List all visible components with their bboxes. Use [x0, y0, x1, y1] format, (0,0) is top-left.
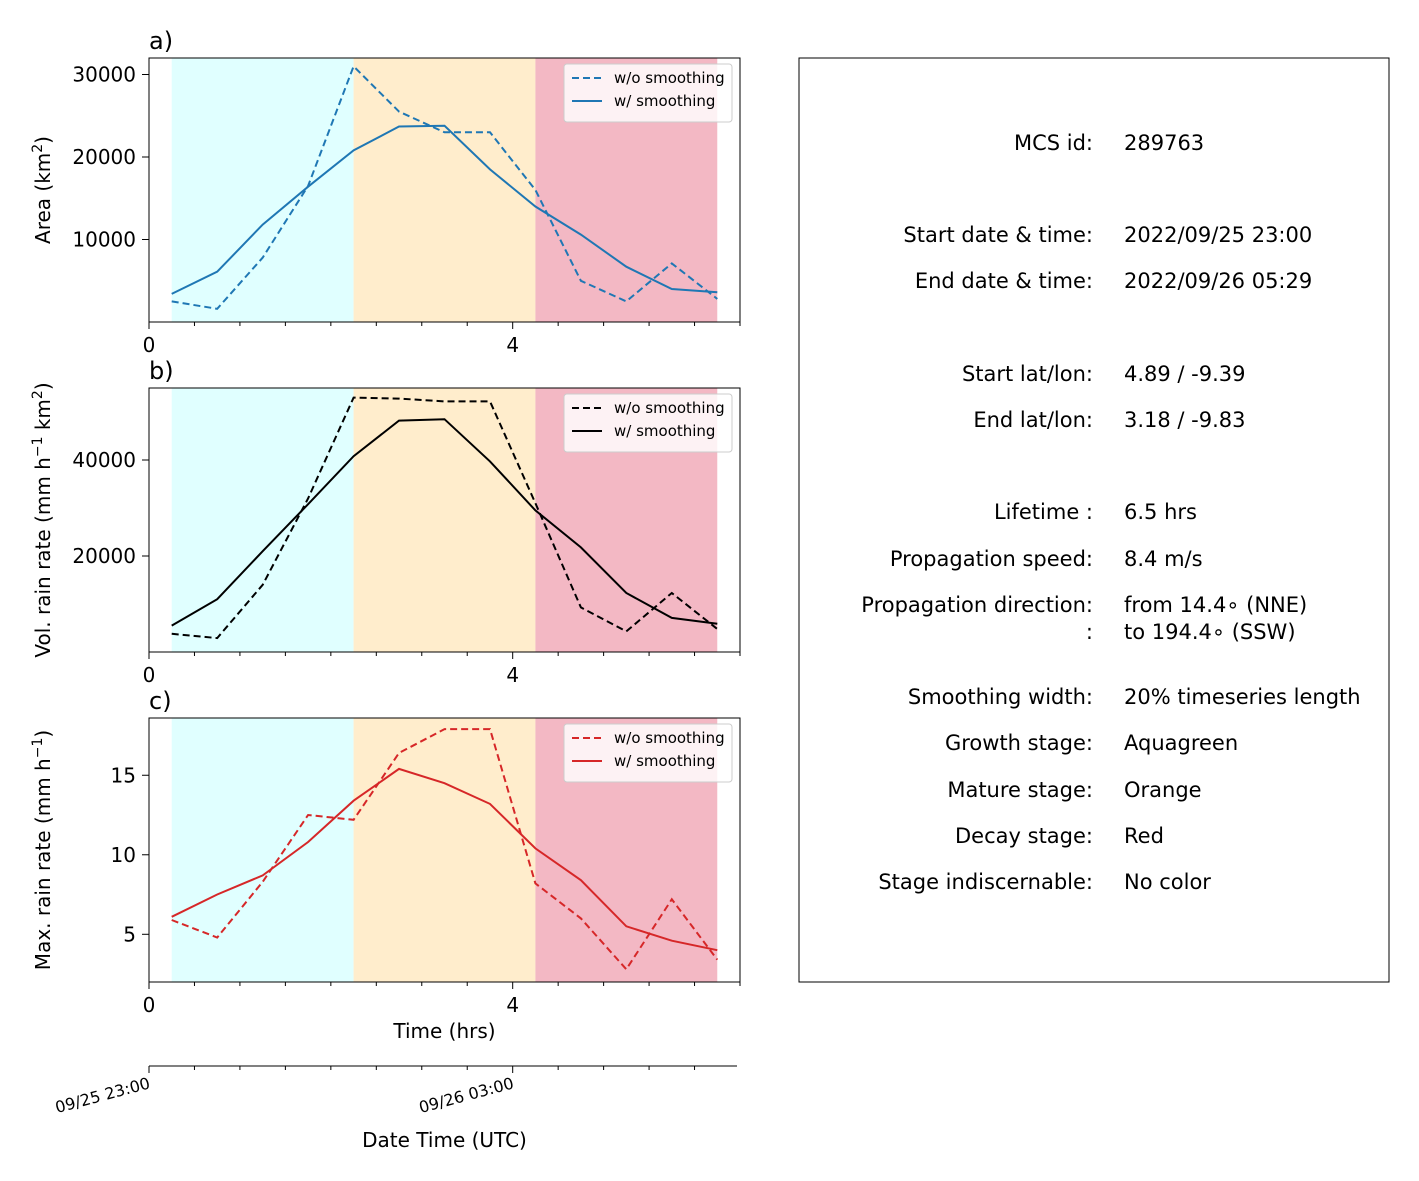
panel-b: 0 4 20000 40000 b) Vol. rain rate (mm h−1 km2…	[30, 357, 741, 687]
unsmoothed-series-line	[171, 64, 718, 310]
y-axis-label-part: )	[31, 382, 55, 390]
axes-frame	[148, 717, 741, 983]
smoothed-series-line	[171, 767, 718, 952]
legend-entry: w/o smoothing	[614, 399, 725, 417]
x-tick-label: 4	[506, 663, 519, 687]
panel-label: a)	[149, 27, 173, 55]
x-tick-label: 4	[506, 993, 519, 1017]
info-label: Smoothing width:	[908, 685, 1093, 709]
info-label: Mature stage:	[947, 778, 1093, 802]
unsmoothed-series-line	[171, 728, 719, 971]
info-value: 289763	[1124, 131, 1204, 155]
y-axis-label-superscript: −1	[30, 738, 46, 759]
info-label: End date & time:	[915, 269, 1093, 293]
info-label: Start lat/lon:	[962, 362, 1093, 386]
y-axis-label-part: )	[31, 730, 55, 738]
legend: w/o smoothing w/ smoothing	[563, 393, 733, 453]
y-tick-label: 30000	[72, 63, 136, 87]
y-tick-label: 10	[111, 843, 136, 867]
legend-entry: w/o smoothing	[614, 729, 725, 747]
growth-stage-band	[171, 58, 354, 322]
panel-label: b)	[149, 357, 174, 385]
info-value: 4.89 / -9.39	[1124, 362, 1246, 386]
y-axis-label-part: km	[31, 399, 55, 436]
y-axis-label-superscript: 2	[30, 144, 46, 153]
unsmoothed-series-line	[171, 396, 718, 640]
info-label: Growth stage:	[945, 731, 1093, 755]
y-axis-label-superscript: −1	[30, 437, 46, 458]
info-value: No color	[1124, 870, 1211, 894]
panel-label: c)	[149, 687, 172, 715]
info-label: Start date & time:	[903, 223, 1093, 247]
growth-stage-band	[171, 718, 354, 982]
info-value: 8.4 m/s	[1124, 547, 1203, 571]
legend-entry: w/ smoothing	[614, 752, 715, 770]
x-axis-label: Time (hrs)	[392, 1019, 495, 1043]
info-label: MCS id:	[1014, 131, 1093, 155]
info-label: Lifetime :	[994, 500, 1093, 524]
y-axis-label: Vol. rain rate (mm h−1 km2)	[30, 382, 55, 657]
growth-stage-band	[171, 388, 354, 652]
legend-box	[563, 393, 733, 453]
date-tick-label: 09/26 03:00	[417, 1074, 516, 1118]
y-axis-label-part: Max. rain rate (mm h	[31, 758, 55, 970]
mature-stage-band	[353, 718, 536, 982]
y-axis-label: Area (km2)	[30, 136, 55, 244]
info-panel-frame	[798, 57, 1390, 983]
info-value: 2022/09/25 23:00	[1124, 223, 1312, 247]
date-axis: 09/25 23:00 09/26 03:00 Date Time (UTC)	[53, 1065, 737, 1152]
info-label: :	[1086, 620, 1093, 644]
date-tick-label: 09/25 23:00	[53, 1074, 152, 1118]
x-tick-label: 0	[143, 993, 156, 1017]
axes-frame	[148, 387, 741, 653]
legend-box	[563, 63, 733, 123]
panel-a: 0 4 10000 20000 30000 a) Area (km2) w/o smoothi…	[30, 27, 741, 357]
info-label: End lat/lon:	[973, 408, 1093, 432]
legend: w/o smoothing w/ smoothing	[563, 63, 733, 123]
mature-stage-band	[353, 58, 536, 322]
y-tick-label: 40000	[72, 448, 136, 472]
info-value: 3.18 / -9.83	[1124, 408, 1246, 432]
smoothed-series-line	[171, 124, 718, 295]
x-tick-label: 0	[143, 663, 156, 687]
date-axis-label: Date Time (UTC)	[362, 1128, 527, 1152]
info-label: Stage indiscernable:	[878, 870, 1093, 894]
info-label: Propagation direction:	[861, 593, 1093, 617]
info-value: 2022/09/26 05:29	[1124, 269, 1312, 293]
info-panel: MCS id: 289763 Start date & time: 2022/09/2…	[798, 57, 1390, 983]
legend-entry: w/o smoothing	[614, 69, 725, 87]
y-axis-label-superscript: 2	[30, 390, 46, 399]
y-tick-label: 20000	[72, 544, 136, 568]
info-value: Aquagreen	[1124, 731, 1238, 755]
x-tick-label: 0	[143, 333, 156, 357]
y-axis-label-part: )	[31, 136, 55, 144]
legend-box	[563, 723, 733, 783]
info-label: Propagation speed:	[890, 547, 1093, 571]
info-value: to 194.4∘ (SSW)	[1124, 620, 1296, 644]
info-value: Red	[1124, 824, 1164, 848]
info-value: from 14.4∘ (NNE)	[1124, 593, 1307, 617]
x-tick-label: 4	[506, 333, 519, 357]
legend-entry: w/ smoothing	[614, 422, 715, 440]
y-axis-label-part: Area (km	[31, 153, 55, 244]
info-label: Decay stage:	[955, 824, 1093, 848]
info-value: 20% timeseries length	[1124, 685, 1361, 709]
y-tick-label: 5	[123, 922, 136, 946]
axes-frame	[148, 57, 741, 323]
y-tick-label: 15	[111, 763, 136, 787]
info-value: 6.5 hrs	[1124, 500, 1197, 524]
legend: w/o smoothing w/ smoothing	[563, 723, 733, 783]
panel-c: 0 4 5 10 15 c) Max. rain rate (mm h−1) Time (hr…	[30, 687, 741, 1043]
y-tick-label: 20000	[72, 145, 136, 169]
y-tick-label: 10000	[72, 228, 136, 252]
legend-entry: w/ smoothing	[614, 92, 715, 110]
smoothed-series-line	[171, 418, 718, 627]
info-value: Orange	[1124, 778, 1202, 802]
y-axis-label-part: Vol. rain rate (mm h	[31, 457, 55, 658]
y-axis-label: Max. rain rate (mm h−1)	[30, 730, 55, 970]
mature-stage-band	[353, 388, 536, 652]
